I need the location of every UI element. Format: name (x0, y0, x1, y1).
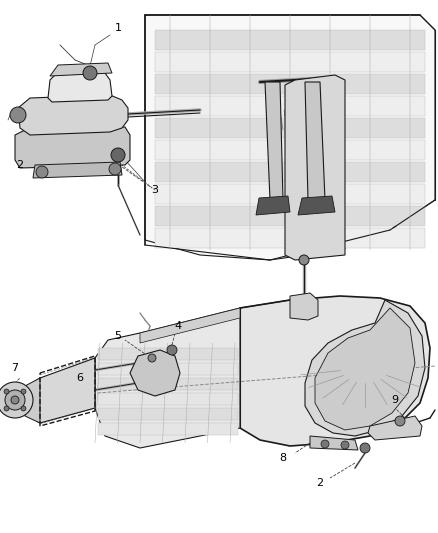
Polygon shape (95, 308, 240, 448)
Circle shape (10, 107, 26, 123)
Polygon shape (145, 15, 435, 260)
Polygon shape (155, 52, 425, 72)
Polygon shape (155, 30, 425, 50)
Polygon shape (140, 308, 240, 343)
Polygon shape (305, 82, 325, 200)
Polygon shape (98, 348, 238, 360)
Circle shape (321, 440, 329, 448)
Circle shape (21, 406, 26, 411)
Polygon shape (98, 378, 238, 390)
Polygon shape (25, 358, 95, 423)
Text: 5: 5 (114, 331, 121, 341)
Polygon shape (50, 63, 112, 76)
Text: 9: 9 (392, 395, 399, 405)
Polygon shape (98, 408, 238, 420)
Circle shape (5, 390, 25, 410)
Circle shape (11, 396, 19, 404)
Polygon shape (256, 196, 290, 215)
Text: 2: 2 (316, 478, 324, 488)
Circle shape (36, 166, 48, 178)
Text: 6: 6 (77, 373, 84, 383)
Polygon shape (155, 162, 425, 182)
Circle shape (341, 441, 349, 449)
Polygon shape (305, 300, 425, 436)
Polygon shape (130, 350, 180, 396)
Text: 4: 4 (174, 321, 182, 331)
Text: 1: 1 (114, 23, 121, 33)
Polygon shape (33, 162, 122, 178)
Polygon shape (285, 75, 345, 260)
Polygon shape (15, 127, 130, 168)
Circle shape (83, 66, 97, 80)
Polygon shape (290, 293, 318, 320)
Text: 2: 2 (17, 160, 24, 170)
Circle shape (109, 163, 121, 175)
Text: 3: 3 (152, 185, 159, 195)
Polygon shape (48, 73, 112, 102)
Polygon shape (368, 416, 422, 440)
Circle shape (299, 255, 309, 265)
Polygon shape (155, 206, 425, 226)
Polygon shape (155, 74, 425, 94)
Polygon shape (155, 118, 425, 138)
Polygon shape (298, 196, 335, 215)
Circle shape (148, 354, 156, 362)
Polygon shape (310, 436, 358, 450)
Polygon shape (155, 96, 425, 116)
Polygon shape (155, 140, 425, 160)
Circle shape (4, 406, 9, 411)
Polygon shape (265, 82, 283, 200)
Polygon shape (98, 363, 238, 375)
Circle shape (111, 148, 125, 162)
Polygon shape (218, 296, 430, 446)
Polygon shape (18, 95, 128, 135)
Polygon shape (155, 184, 425, 204)
Circle shape (360, 443, 370, 453)
Polygon shape (25, 378, 40, 423)
Polygon shape (98, 423, 238, 435)
Polygon shape (315, 308, 415, 430)
Circle shape (0, 382, 33, 418)
Text: 7: 7 (11, 363, 18, 373)
Circle shape (395, 416, 405, 426)
Text: 8: 8 (279, 453, 286, 463)
Polygon shape (98, 393, 238, 405)
Polygon shape (155, 228, 425, 248)
Circle shape (4, 389, 9, 394)
Circle shape (21, 389, 26, 394)
Circle shape (167, 345, 177, 355)
